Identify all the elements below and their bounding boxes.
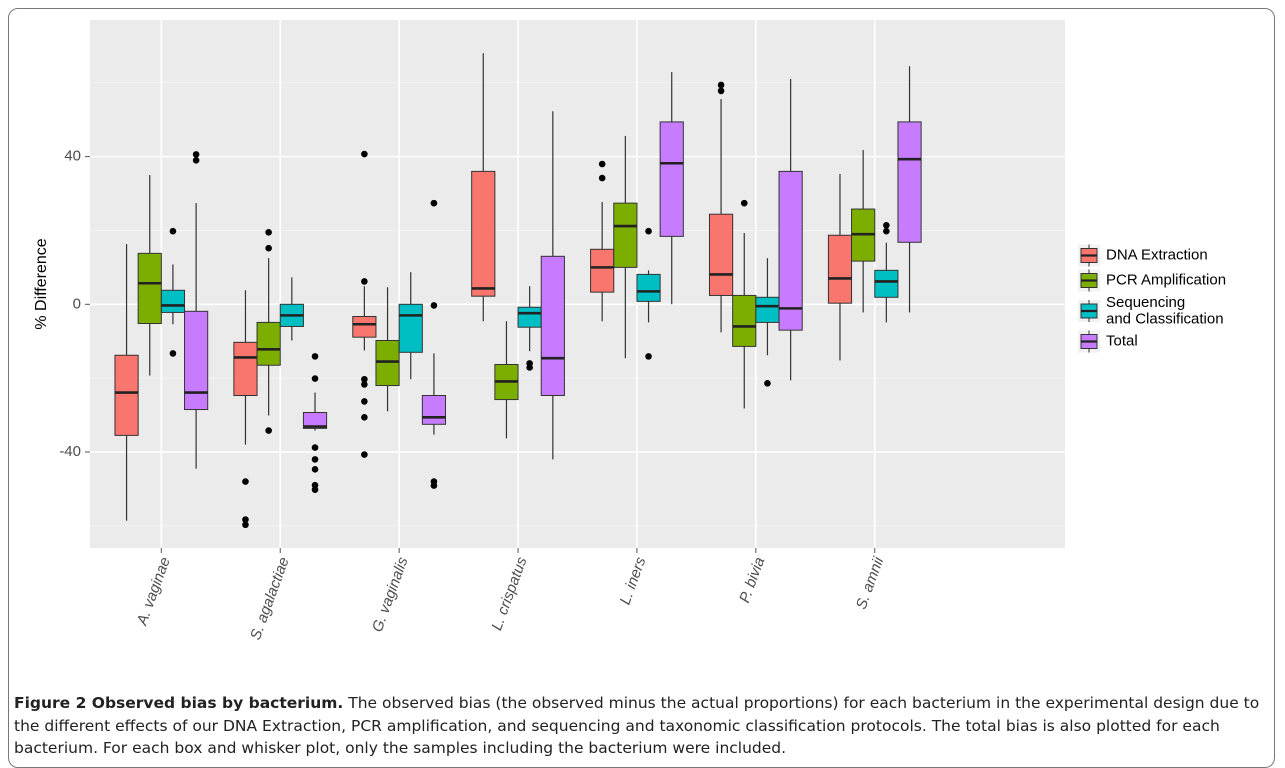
box bbox=[352, 315, 377, 338]
outlier bbox=[361, 381, 368, 388]
x-tick-label: S. amnii bbox=[853, 554, 888, 611]
box bbox=[659, 121, 684, 237]
box bbox=[590, 248, 615, 293]
x-tick-label: L. iners bbox=[617, 554, 650, 607]
outlier bbox=[740, 199, 748, 207]
outlier bbox=[430, 482, 438, 489]
outlier bbox=[311, 466, 319, 473]
box bbox=[421, 395, 447, 425]
outlier bbox=[430, 302, 438, 309]
outlier bbox=[717, 81, 725, 89]
outlier bbox=[242, 478, 249, 485]
box bbox=[160, 289, 186, 313]
x-tick-label: P. bivia bbox=[736, 555, 768, 605]
outlier bbox=[361, 451, 368, 458]
outlier bbox=[192, 151, 200, 158]
outlier bbox=[265, 427, 272, 434]
outlier bbox=[311, 486, 319, 493]
box bbox=[540, 255, 565, 397]
box bbox=[732, 294, 757, 347]
y-tick-label: 40 bbox=[64, 148, 81, 165]
x-tick-label: A. vaginae bbox=[133, 555, 174, 628]
box bbox=[302, 411, 328, 429]
box bbox=[471, 170, 496, 297]
outlier bbox=[361, 413, 368, 421]
box bbox=[778, 170, 803, 331]
y-tick-label: -40 bbox=[59, 443, 81, 460]
outlier bbox=[192, 157, 200, 164]
box bbox=[897, 121, 922, 243]
outlier bbox=[242, 521, 249, 529]
outlier bbox=[883, 227, 890, 235]
box bbox=[256, 321, 281, 366]
outlier bbox=[645, 353, 652, 360]
outlier bbox=[526, 364, 533, 371]
outlier bbox=[265, 244, 272, 252]
outlier bbox=[883, 221, 890, 229]
legend-label: Sequencing and Classification bbox=[1106, 294, 1224, 328]
box bbox=[184, 310, 209, 411]
chart: % Difference -40 0 40 A. vaginae S. agalacti… bbox=[33, 20, 1226, 642]
box bbox=[375, 339, 400, 387]
box bbox=[137, 252, 162, 325]
outlier bbox=[169, 227, 177, 235]
y-axis-label: % Difference bbox=[33, 238, 50, 329]
box bbox=[233, 341, 258, 397]
box bbox=[827, 234, 853, 304]
legend-label: PCR Amplification bbox=[1106, 271, 1226, 288]
box bbox=[874, 269, 899, 298]
box bbox=[398, 303, 423, 353]
outlier bbox=[169, 350, 177, 357]
outlier bbox=[764, 380, 771, 387]
outlier bbox=[311, 375, 319, 382]
outlier bbox=[265, 229, 272, 236]
outlier bbox=[361, 150, 368, 158]
y-tick-label: 0 bbox=[73, 295, 81, 312]
box bbox=[517, 306, 542, 328]
box bbox=[613, 202, 638, 268]
outlier bbox=[361, 398, 368, 405]
legend-label: DNA Extraction bbox=[1106, 246, 1208, 263]
box bbox=[636, 273, 661, 302]
outlier bbox=[311, 353, 319, 360]
outlier bbox=[311, 444, 319, 451]
outlier bbox=[645, 227, 652, 235]
caption: Figure 2 Observed bias by bacterium. The… bbox=[14, 692, 1276, 760]
outlier bbox=[311, 456, 319, 463]
x-tick-label: G. vaginalis bbox=[369, 554, 412, 634]
caption-title: Figure 2 Observed bias by bacterium. bbox=[14, 694, 344, 712]
box bbox=[114, 354, 139, 436]
outlier bbox=[361, 278, 368, 285]
x-tick-label: S. agalactiae bbox=[247, 555, 293, 642]
outlier bbox=[598, 174, 606, 182]
outlier bbox=[361, 375, 368, 383]
plot-background bbox=[90, 20, 1065, 548]
legend-label: Total bbox=[1106, 332, 1138, 349]
outlier bbox=[430, 199, 438, 207]
box bbox=[708, 213, 734, 296]
x-tick-label: L. crispatus bbox=[488, 554, 530, 632]
outlier bbox=[242, 516, 249, 523]
outlier bbox=[598, 160, 606, 168]
box bbox=[755, 296, 780, 323]
outlier bbox=[717, 87, 725, 95]
